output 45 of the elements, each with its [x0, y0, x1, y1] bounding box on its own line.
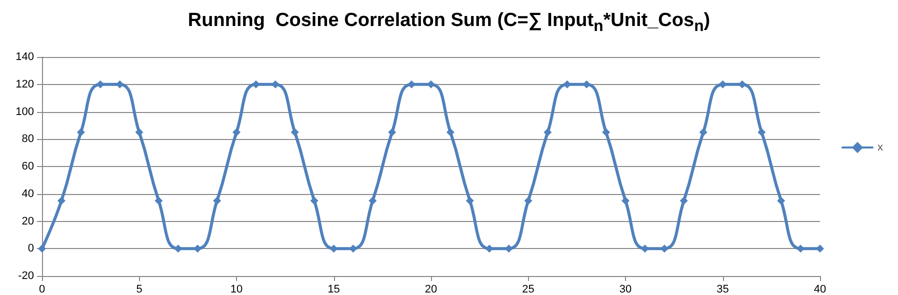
- y-tick-label: 60: [22, 160, 34, 172]
- point: [777, 196, 786, 205]
- point: [310, 196, 318, 205]
- y-tick-label: 40: [22, 188, 34, 200]
- y-tick-label: 80: [22, 133, 34, 146]
- y-tick-label: 20: [22, 215, 34, 228]
- y-tick-label: 100: [16, 106, 34, 118]
- point: [194, 244, 202, 253]
- point: [290, 128, 299, 136]
- point: [640, 244, 649, 253]
- point: [582, 80, 591, 88]
- point: [427, 80, 435, 88]
- point: [388, 128, 396, 136]
- point: [232, 128, 240, 136]
- point: [622, 196, 630, 205]
- point: [816, 244, 824, 253]
- legend-label: x: [878, 142, 884, 154]
- point: [466, 196, 474, 205]
- x-tick-label: 25: [522, 284, 534, 295]
- x-tick-label: 20: [424, 284, 438, 295]
- point: [699, 128, 708, 136]
- y-tick-label: -20: [18, 270, 34, 282]
- point: [135, 128, 144, 136]
- point: [154, 196, 163, 205]
- x-tick-label: 30: [619, 284, 632, 295]
- x-tick-label: 40: [814, 284, 826, 295]
- x-tick-label: 0: [38, 284, 46, 295]
- point: [544, 128, 552, 136]
- x-tick-label: 5: [136, 284, 142, 295]
- point: [602, 128, 610, 136]
- point: [680, 196, 688, 205]
- point: [524, 196, 532, 205]
- y-tick-label: 120: [16, 78, 34, 90]
- point: [446, 128, 454, 136]
- y-tick-label: 0: [28, 242, 34, 255]
- y-tick-label: 140: [16, 51, 34, 63]
- x-tick-label: 35: [716, 284, 729, 295]
- point: [368, 196, 377, 205]
- point: [213, 196, 222, 205]
- x-tick-label: 15: [328, 284, 340, 295]
- point: [76, 128, 85, 136]
- point: [758, 128, 766, 136]
- chart-title: Running Cosine Correlation Sum (C=∑ Input$_{n}$*Unit_Cos$_{n}$): [186, 10, 712, 36]
- x-tick-label: 10: [230, 284, 243, 295]
- point: [57, 196, 66, 205]
